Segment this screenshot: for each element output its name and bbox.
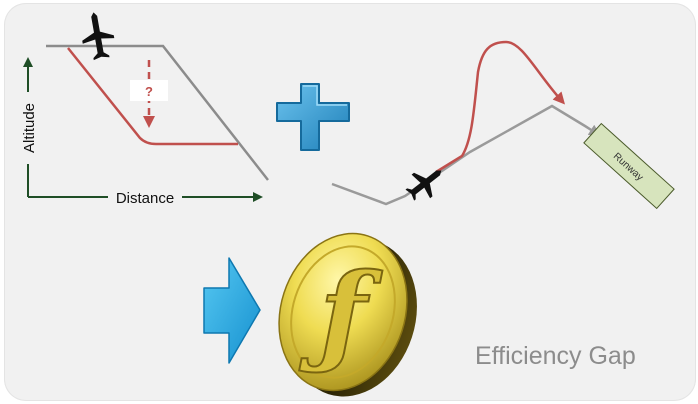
question-mark: ? — [145, 84, 153, 99]
airplane-icon — [82, 12, 115, 61]
actual-lateral-path — [435, 40, 565, 174]
altitude-profile: Altitude Distance ? — [19, 12, 269, 207]
x-axis-label-bg — [108, 187, 182, 207]
airplane-icon — [405, 170, 442, 201]
plus-icon — [276, 83, 350, 151]
question-box — [130, 80, 168, 101]
caption: Efficiency Gap — [475, 342, 636, 370]
coin-icon: ƒ — [278, 232, 417, 397]
actual-descent-path — [67, 47, 238, 146]
runway: Runway — [583, 122, 675, 210]
planned-lateral-path — [331, 104, 602, 206]
y-axis-label-bg — [19, 92, 37, 164]
lateral-approach: Runway — [331, 40, 675, 210]
right-arrow-icon — [203, 257, 261, 364]
planned-descent-path — [46, 44, 269, 181]
x-axis-label: Distance — [116, 190, 174, 207]
y-axis-label: Altitude — [21, 103, 38, 153]
